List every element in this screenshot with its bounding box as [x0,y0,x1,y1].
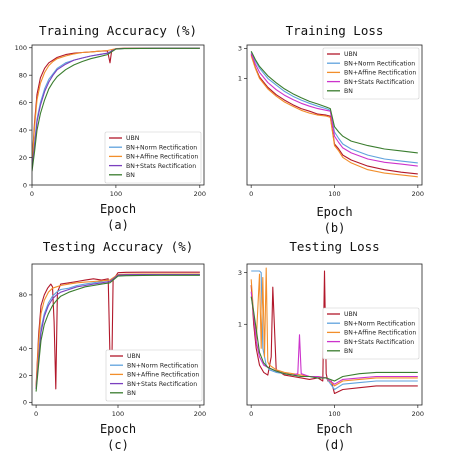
x-tick-label: 200 [194,410,206,418]
series-line-1 [250,54,418,175]
x-axis-label: Epoch [316,422,352,436]
legend-box [322,47,420,100]
chart-title: Testing Accuracy (%) [43,239,194,254]
y-tick-label: 60 [19,99,27,107]
chart-panel-b: Training Loss 0 100 200 1 3 UBN BN+Norm Rectifi… [238,23,424,235]
legend-label: UBN [126,135,140,142]
x-tick-label: 100 [328,190,340,198]
y-tick-label: 3 [238,269,242,277]
legend-box [322,307,420,360]
y-tick-label: 0 [23,399,27,407]
plot-frame [31,44,205,186]
chart-panel-a: Training Accuracy (%) 0 100 200 0 20 40 60 80 100… [15,23,206,232]
subfigure-label: (d) [324,438,346,452]
legend-label: BN [126,172,135,179]
legend-label: BN+Norm Rectification [127,362,198,369]
legend-label: BN+Affine Rectification [344,330,416,337]
y-tick-label: 20 [19,372,27,380]
y-tick-label: 1 [238,75,242,83]
series-line-5 [250,51,418,154]
legend-label: BN+Stats Rectification [344,79,414,86]
x-tick-label: 200 [194,190,206,198]
x-tick-label: 100 [110,190,122,198]
legend-label: BN+Stats Rectification [344,339,414,346]
legend-box [105,349,203,402]
legend-label: UBN [344,311,358,318]
legend-label: BN+Affine Rectification [344,70,416,77]
x-tick-label: 200 [412,410,424,418]
legend-label: UBN [344,51,358,58]
series-line-1 [35,271,200,397]
chart-title: Testing Loss [289,239,379,254]
x-tick-label: 100 [112,410,124,418]
subfigure-label: (b) [324,221,346,235]
legend-label: BN [127,390,136,397]
series-group [250,267,418,395]
legend: UBN BN+Norm Rectification BN+Affine Rectif… [322,307,420,360]
chart-title: Training Loss [286,23,384,38]
legend-label: BN [344,88,353,95]
subfigure-label: (a) [107,218,129,232]
subfigure-label: (c) [107,438,129,452]
series-line-5 [32,47,200,172]
series-line-1 [250,270,418,395]
chart-panel-c: Testing Accuracy (%) 0 100 200 0 20 40 80 UBN BN+… [19,239,206,452]
x-axis-label: Epoch [100,202,136,216]
legend-box [104,131,202,184]
x-axis-label: Epoch [100,422,136,436]
series-line-4 [35,273,200,389]
legend-label: UBN [127,353,141,360]
legend: UBN BN+Norm Rectification BN+Affine Rectif… [322,47,420,100]
legend-label: BN+Norm Rectification [344,320,415,327]
legend-label: BN+Stats Rectification [127,381,197,388]
legend-label: BN+Affine Rectification [127,372,199,379]
x-tick-label: 0 [249,410,253,418]
x-tick-label: 0 [34,410,38,418]
y-tick-label: 100 [15,44,27,52]
series-line-3 [250,55,418,178]
y-tick-label: 40 [19,345,27,353]
chart-title: Training Accuracy (%) [39,23,197,38]
x-tick-label: 0 [249,190,253,198]
series-line-5 [250,296,418,382]
series-line-4 [250,53,418,167]
legend-label: BN+Stats Rectification [126,163,196,170]
y-tick-label: 40 [19,126,27,134]
legend: UBN BN+Norm Rectification BN+Affine Rectif… [105,349,203,402]
y-tick-label: 20 [19,154,27,162]
x-tick-label: 200 [412,190,424,198]
legend-label: BN+Norm Rectification [126,144,197,151]
series-group [35,271,200,397]
y-tick-label: 0 [23,181,27,189]
x-tick-label: 0 [30,190,34,198]
legend: UBN BN+Norm Rectification BN+Affine Rectif… [104,131,202,184]
series-line-2 [250,52,418,164]
chart-panel-d: Testing Loss 0 100 200 1 3 UBN BN+Norm Rectific… [238,239,424,452]
legend-label: BN+Norm Rectification [344,60,415,67]
series-group [250,51,418,178]
y-tick-label: 80 [19,291,27,299]
x-tick-label: 100 [328,410,340,418]
x-axis-label: Epoch [316,205,352,219]
series-line-4 [250,291,418,385]
series-line-5 [35,274,200,392]
legend-label: BN+Affine Rectification [126,154,198,161]
series-group [32,47,200,172]
legend-label: BN [344,348,353,355]
y-tick-label: 3 [238,45,242,53]
y-tick-label: 80 [19,71,27,79]
series-line-3 [250,267,418,387]
y-tick-label: 1 [238,321,242,329]
